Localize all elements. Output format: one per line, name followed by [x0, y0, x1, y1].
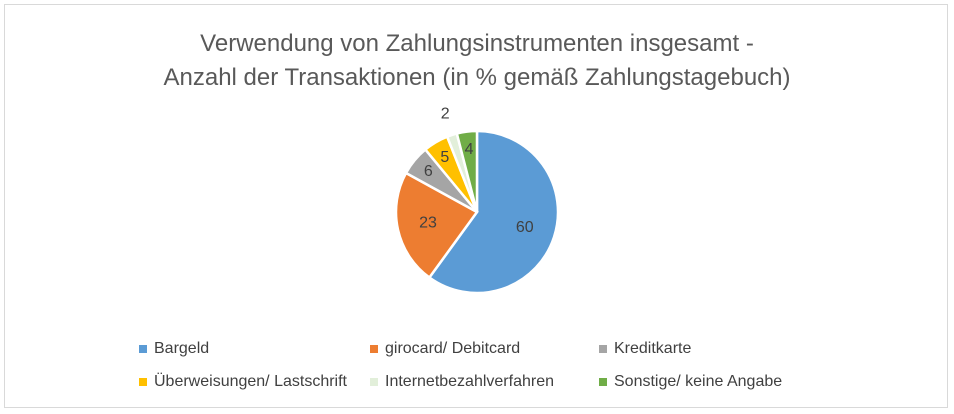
chart-title-line-1: Verwendung von Zahlungsinstrumenten insg… [200, 30, 754, 57]
data-label-uberweisungen-lastschrift: 5 [440, 149, 449, 166]
data-label-girocard-debitcard: 23 [419, 214, 437, 231]
data-label-bargeld: 60 [516, 219, 534, 236]
pie-slice-bargeld [427, 129, 560, 295]
chart-frame: Verwendung von Zahlungsinstrumenten insg… [4, 4, 948, 408]
chart-title-line-2: Anzahl der Transaktionen (in % gemäß Zah… [163, 64, 791, 91]
data-label-internetbezahlverfahren: 2 [441, 106, 450, 123]
chart-title: Verwendung von Zahlungsinstrumenten insg… [5, 27, 949, 95]
pie-slice-girocard-debitcard [394, 171, 479, 280]
data-label-kreditkarte: 6 [424, 163, 433, 180]
pie-chart: 60 23 65 2 4 [394, 106, 560, 295]
pie-slice-sonstige-keine-angabe [455, 129, 479, 213]
data-label-sonstige-keine-angabe: 4 [465, 141, 474, 158]
